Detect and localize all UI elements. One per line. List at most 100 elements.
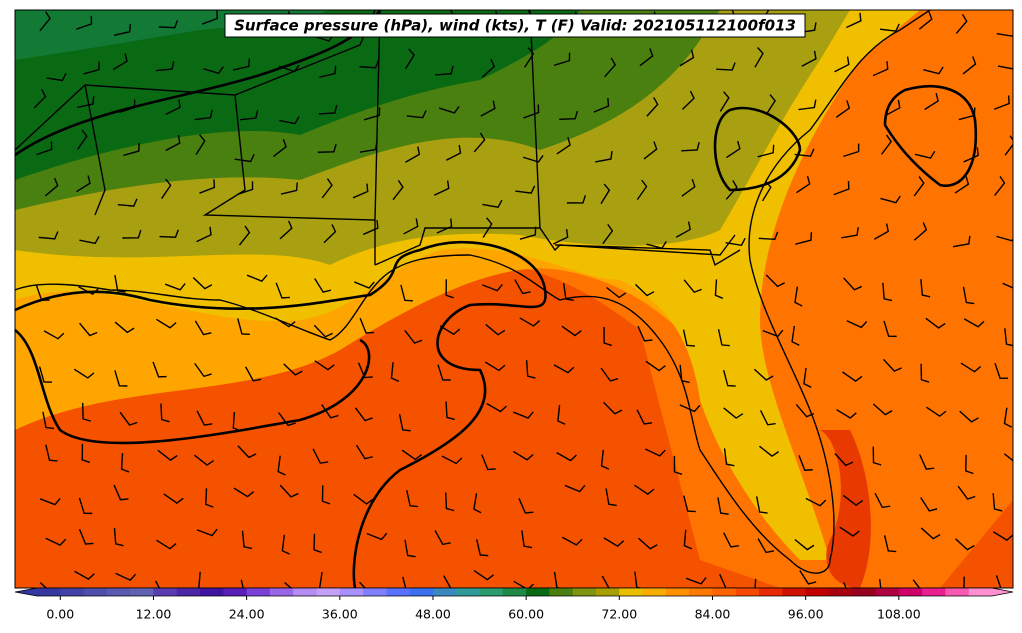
wind-barb <box>165 135 181 152</box>
wind-barb <box>518 498 534 514</box>
wind-barb <box>201 10 218 25</box>
wind-barb <box>805 497 827 507</box>
wind-barb <box>156 539 177 550</box>
wind-barb <box>758 445 780 457</box>
wind-barb <box>73 368 95 379</box>
wind-barb <box>115 572 137 581</box>
wind-barb <box>562 283 574 302</box>
wind-barb <box>523 104 540 119</box>
colorbar-tick-label: 72.00 <box>601 607 637 622</box>
wind-barb <box>556 137 571 155</box>
colorbar-segment <box>83 588 108 596</box>
wind-barb <box>960 362 982 373</box>
wind-barb <box>482 199 503 208</box>
colorbar-segment <box>526 588 550 596</box>
wind-barb <box>39 11 51 32</box>
wind-barb <box>723 448 735 467</box>
wind-barb <box>920 497 938 512</box>
wind-barb <box>600 183 611 205</box>
wind-barb <box>795 232 813 245</box>
wind-barb <box>402 576 407 588</box>
wind-barb <box>194 362 212 378</box>
wind-barb <box>913 176 925 197</box>
colorbar-segment <box>875 588 900 596</box>
wind-barb <box>513 450 534 461</box>
wind-barb <box>681 142 700 152</box>
wind-barb <box>564 484 586 493</box>
wind-barb <box>753 368 774 381</box>
wind-barb <box>45 444 58 462</box>
wind-barb <box>195 134 206 155</box>
wind-barb <box>561 325 582 337</box>
wind-barb <box>714 279 724 299</box>
colorbar-segment <box>246 588 271 596</box>
wind-barb <box>196 226 212 243</box>
wind-barb <box>794 148 815 157</box>
wind-barb <box>154 580 161 588</box>
wind-barb <box>994 362 1009 380</box>
wind-barb <box>646 97 659 117</box>
wind-barb <box>1003 453 1013 462</box>
colorbar-tick-label: 24.00 <box>229 607 265 622</box>
wind-barb <box>791 325 800 346</box>
wind-barb <box>646 241 667 249</box>
wind-barb <box>481 454 496 471</box>
wind-barb <box>319 65 337 78</box>
wind-barb <box>761 180 772 202</box>
colorbar-segment <box>200 588 224 596</box>
colorbar-tick-label: 84.00 <box>695 607 731 622</box>
wind-barb <box>874 492 891 509</box>
wind-barb <box>401 449 423 461</box>
colorbar-segment <box>130 588 154 596</box>
wind-barb <box>321 485 331 505</box>
wind-barb <box>992 531 1013 541</box>
wind-barb <box>679 364 690 384</box>
wind-barb <box>525 360 536 379</box>
wind-barb <box>192 277 213 290</box>
wind-barb <box>404 539 416 558</box>
wind-barb <box>366 532 388 541</box>
wind-barb <box>803 367 812 388</box>
wind-barb <box>237 181 254 196</box>
wind-barb <box>636 179 648 201</box>
colorbar-extension <box>992 588 1013 596</box>
wind-barb <box>841 227 859 239</box>
wind-barb <box>113 527 124 547</box>
wind-barb <box>1004 328 1013 347</box>
colorbar-segment <box>735 588 760 596</box>
wind-barb <box>919 454 935 470</box>
wind-barb <box>801 50 817 67</box>
wind-barb <box>194 320 212 336</box>
wind-barb <box>245 366 262 382</box>
wind-barb <box>514 279 531 295</box>
wind-barb <box>355 444 373 460</box>
wind-barb <box>794 286 803 307</box>
wind-barb <box>923 66 944 75</box>
colorbar-segment <box>619 588 644 596</box>
wind-barb <box>796 175 811 194</box>
colorbar-segment <box>852 588 877 596</box>
wind-barb <box>842 494 864 506</box>
wind-barb <box>36 141 53 156</box>
wind-barb <box>872 403 893 416</box>
wind-barb <box>920 527 941 540</box>
wind-barb <box>794 538 815 551</box>
wind-barb <box>995 575 1002 588</box>
wind-barb <box>726 140 741 159</box>
wind-barb <box>926 406 947 418</box>
isobar <box>15 240 547 588</box>
wind-barb <box>118 99 136 113</box>
wind-barb <box>392 180 404 201</box>
wind-barb <box>843 277 863 291</box>
wind-barb <box>203 66 224 75</box>
wind-barb <box>513 580 534 588</box>
colorbar-segment <box>176 588 201 596</box>
wind-barb <box>521 530 533 549</box>
wind-barb <box>406 489 419 508</box>
wind-barb <box>918 11 933 30</box>
wind-barb <box>997 65 1013 70</box>
wind-barb <box>363 107 381 121</box>
wind-barb <box>552 229 569 245</box>
wind-barb <box>239 110 259 121</box>
wind-barb <box>74 570 95 580</box>
